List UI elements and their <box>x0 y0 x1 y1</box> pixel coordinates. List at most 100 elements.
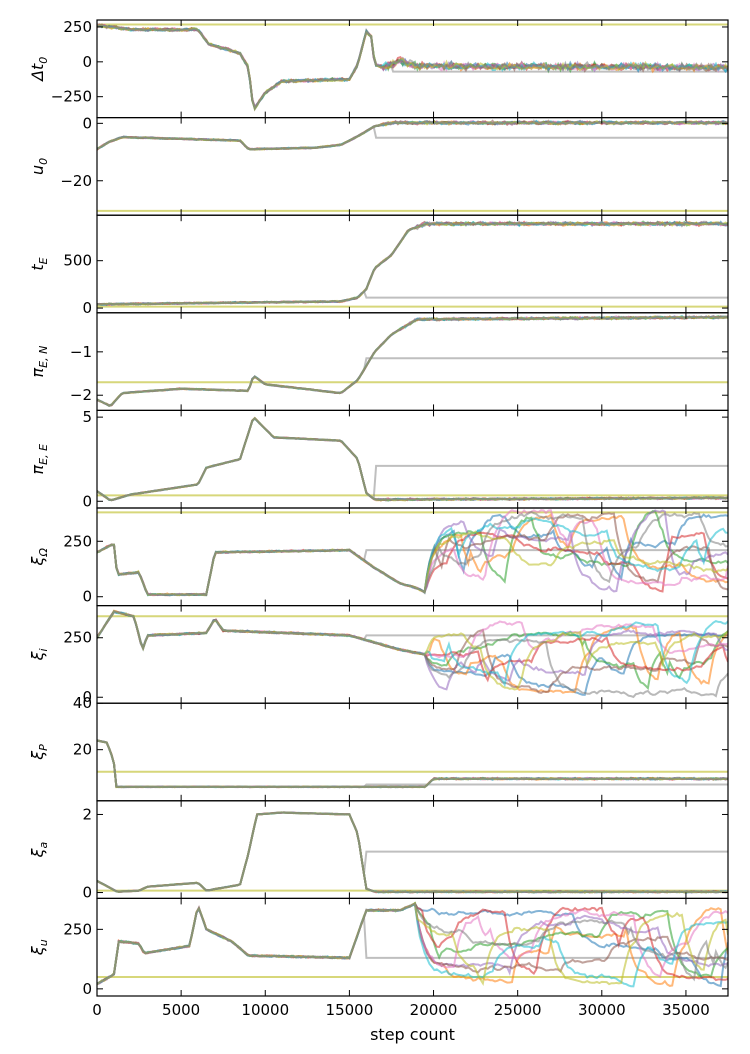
walker-trace <box>97 119 728 151</box>
y-tick-label: −1 <box>70 343 92 361</box>
y-axis-label: Δt0 <box>28 57 50 83</box>
y-axis-label-main: Δt <box>28 63 47 83</box>
y-axis-label-sub: E, E <box>37 444 50 465</box>
walker-trace <box>97 314 728 407</box>
panel-plot-area <box>97 416 728 502</box>
panel-plot-area <box>97 119 728 212</box>
walker-trace <box>97 119 728 151</box>
panel-frame <box>96 409 729 509</box>
y-axis-label: ξi <box>28 648 50 661</box>
walker-trace <box>97 119 728 151</box>
walker-trace <box>97 417 728 502</box>
y-tick-label: 0 <box>82 884 92 902</box>
y-axis-label-main: π <box>28 368 47 378</box>
walker-trace <box>97 120 728 151</box>
stuck-walker-trace <box>97 417 728 502</box>
panel-plot-area <box>97 811 728 894</box>
walker-trace <box>97 315 728 407</box>
walker-trace <box>97 416 728 502</box>
walker-trace <box>97 220 728 306</box>
walker-trace <box>97 120 728 151</box>
panel-xii: 0 250 ξi <box>28 604 729 706</box>
y-tick-label: 0 <box>82 980 92 998</box>
y-axis-label: ξa <box>28 842 50 859</box>
walker-trace <box>97 513 728 597</box>
y-axis-label-main: ξ <box>28 847 47 858</box>
y-axis-label: πE, N <box>28 346 50 378</box>
walker-trace <box>97 119 728 151</box>
walker-trace <box>97 417 728 502</box>
walker-trace <box>97 220 728 306</box>
y-tick-label: 0 <box>82 688 92 706</box>
y-tick-label: −2 <box>70 386 92 404</box>
y-axis-label-sub: Ω <box>37 548 50 558</box>
y-axis-label-sub: E <box>37 257 50 264</box>
walker-trace <box>97 24 728 110</box>
walker-trace <box>97 610 728 688</box>
y-tick-label: 250 <box>63 920 92 938</box>
y-tick-label: 250 <box>63 629 92 647</box>
walker-trace <box>97 119 728 151</box>
walker-trace <box>97 315 728 407</box>
y-axis-label: ξP <box>28 744 50 761</box>
y-axis-label: πE, E <box>28 444 50 475</box>
x-tick-label: 15000 <box>326 1001 374 1019</box>
y-tick-label: 20 <box>73 741 92 759</box>
y-axis-label: ξΩ <box>28 548 50 567</box>
x-tick-label: 25000 <box>494 1001 542 1019</box>
panel-frame <box>96 116 729 216</box>
y-axis-label-sub: u <box>37 939 50 946</box>
y-axis-label-sub: P <box>37 744 50 751</box>
y-axis-label-sub: 0 <box>37 57 50 64</box>
walker-trace <box>97 119 728 151</box>
panel-tE: 0 500 tE <box>28 214 729 317</box>
panel-frame <box>96 897 729 997</box>
y-axis-label-sub: 0 <box>37 158 50 165</box>
y-tick-label: 250 <box>63 532 92 550</box>
walker-trace <box>97 417 728 502</box>
walker-trace <box>97 811 728 894</box>
panel-xiOmega: 0 250 ξΩ <box>28 507 729 607</box>
y-axis-label: tE <box>28 257 50 270</box>
y-axis-label-sub: a <box>37 842 50 849</box>
y-tick-label: −20 <box>60 172 92 190</box>
x-tick-label: 30000 <box>578 1001 626 1019</box>
walker-trace <box>97 220 728 306</box>
walker-trace <box>97 739 728 789</box>
panel-xiP: 20 40 ξP <box>28 694 729 802</box>
y-axis-label-main: ξ <box>28 750 47 761</box>
walker-trace <box>97 119 728 151</box>
y-axis-label-sub: E, N <box>37 346 50 368</box>
walker-trace <box>97 120 728 151</box>
panel-plot-area <box>97 509 728 597</box>
panel-plot-area <box>97 23 728 112</box>
walker-trace <box>97 315 728 407</box>
y-tick-label: 0 <box>82 299 92 317</box>
y-tick-label: 0 <box>82 492 92 510</box>
stuck-walker-trace <box>97 811 728 893</box>
y-axis-label-main: π <box>28 464 47 474</box>
panel-frame <box>96 312 729 411</box>
walker-trace <box>97 315 728 407</box>
y-axis-label-main: u <box>28 165 47 175</box>
y-axis-label: ξu <box>28 939 50 956</box>
walker-trace <box>97 220 728 306</box>
y-tick-label: 500 <box>63 252 92 270</box>
walker-trace <box>97 220 728 306</box>
walker-trace <box>97 416 728 502</box>
panel-piEE: 0 5 πE, E <box>28 408 729 510</box>
walker-trace <box>97 315 728 407</box>
y-axis-label-main: ξ <box>28 555 47 566</box>
walker-trace <box>97 417 728 502</box>
panel-plot-area <box>97 739 728 789</box>
walker-trace <box>97 510 728 596</box>
x-axis-label: step count <box>370 1025 455 1044</box>
walker-trace <box>97 416 728 502</box>
walker-trace <box>97 417 728 502</box>
y-tick-label: 250 <box>63 18 92 36</box>
y-tick-label: 5 <box>82 408 92 426</box>
